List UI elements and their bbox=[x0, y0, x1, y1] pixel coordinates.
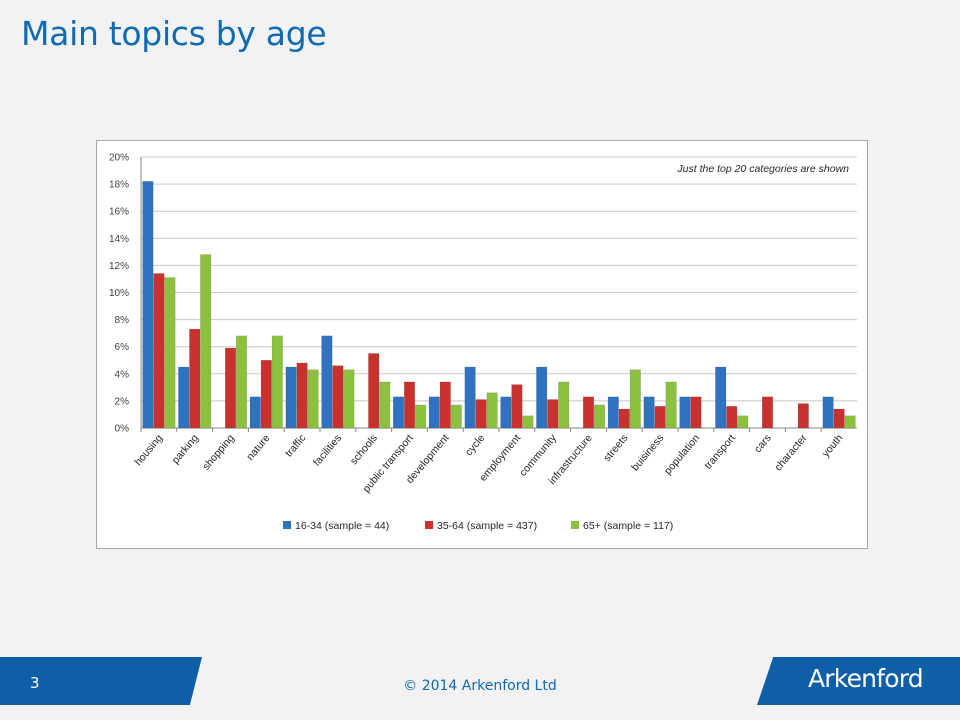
y-tick-label: 16% bbox=[109, 207, 129, 218]
bar-streets-series-3 bbox=[629, 369, 641, 429]
bar-employment-series-2 bbox=[511, 384, 523, 429]
x-tick-label: facilities bbox=[311, 432, 344, 468]
legend-swatch-series-3 bbox=[571, 521, 579, 529]
page-number: 3 bbox=[30, 674, 40, 692]
bar-community-series-1 bbox=[536, 366, 548, 429]
bar-traffic-series-3 bbox=[307, 369, 319, 429]
bar-population-series-1 bbox=[679, 396, 691, 429]
bar-cycle-series-1 bbox=[464, 366, 476, 429]
bar-infrastructure-series-3 bbox=[593, 404, 606, 429]
x-tick-label: schools bbox=[348, 432, 380, 467]
y-tick-label: 2% bbox=[115, 396, 130, 407]
x-tick-label: character bbox=[772, 432, 810, 474]
y-tick-label: 8% bbox=[115, 315, 130, 326]
legend-swatch-series-1 bbox=[283, 521, 291, 529]
bar-traffic-series-2 bbox=[296, 362, 308, 429]
x-tick-label: nature bbox=[244, 432, 272, 463]
y-tick-label: 20% bbox=[109, 153, 129, 164]
bar-schools-series-3 bbox=[379, 381, 391, 429]
bar-character-series-2 bbox=[797, 403, 809, 429]
x-tick-label: traffic bbox=[283, 432, 309, 459]
bar-buisiness-series-2 bbox=[654, 406, 666, 429]
bar-public-transport-series-1 bbox=[392, 396, 405, 429]
bar-schools-series-2 bbox=[368, 353, 380, 429]
x-tick-label: parking bbox=[170, 432, 201, 466]
bar-parking-series-1 bbox=[178, 366, 190, 429]
bar-shopping-series-2 bbox=[224, 347, 237, 429]
bar-housing-series-1 bbox=[142, 181, 154, 429]
bar-employment-series-3 bbox=[522, 415, 534, 429]
bar-employment-series-1 bbox=[500, 396, 512, 429]
bar-chart: 0% 2% 4% 6% 8% 10% 12% 14% 16% 18% 20% housing parki… bbox=[109, 153, 857, 532]
bar-buisiness-series-1 bbox=[643, 396, 655, 429]
bar-facilities-series-2 bbox=[332, 365, 344, 429]
bar-facilities-series-1 bbox=[321, 335, 333, 429]
y-tick-label: 4% bbox=[115, 369, 130, 380]
x-tick-label: population bbox=[662, 432, 702, 477]
y-tick-label: 6% bbox=[115, 342, 130, 353]
bar-shopping-series-3 bbox=[235, 335, 248, 429]
bar-development-series-1 bbox=[428, 396, 440, 429]
copyright-text: © 2014 Arkenford Ltd bbox=[403, 678, 557, 694]
bar-streets-series-1 bbox=[607, 396, 619, 429]
x-tick-label: youth bbox=[820, 432, 846, 460]
bar-nature-series-1 bbox=[249, 396, 261, 429]
bar-buisiness-series-3 bbox=[665, 381, 677, 429]
y-tick-label: 14% bbox=[109, 234, 129, 245]
bar-parking-series-3 bbox=[200, 254, 212, 429]
slide-title: Main topics by age bbox=[21, 14, 327, 53]
bar-development-series-3 bbox=[450, 404, 462, 429]
y-tick-label: 18% bbox=[109, 180, 129, 191]
y-tick-label: 10% bbox=[109, 288, 129, 299]
bar-streets-series-2 bbox=[618, 408, 630, 429]
bar-cycle-series-3 bbox=[486, 392, 498, 429]
x-tick-label: buisiness bbox=[629, 432, 666, 473]
x-tick-label: cycle bbox=[463, 432, 488, 458]
legend-swatch-series-2 bbox=[425, 521, 433, 529]
bar-facilities-series-3 bbox=[343, 369, 355, 429]
bar-cars-series-2 bbox=[761, 396, 774, 429]
bar-transport-series-2 bbox=[726, 406, 738, 429]
x-tick-label: cars bbox=[752, 432, 774, 455]
chart-annotation: Just the top 20 categories are shown bbox=[676, 163, 849, 175]
footer-band-right bbox=[757, 657, 960, 705]
bar-housing-series-2 bbox=[153, 273, 165, 429]
bar-nature-series-3 bbox=[271, 335, 283, 429]
y-tick-label: 12% bbox=[109, 261, 129, 272]
bar-transport-series-3 bbox=[737, 415, 749, 429]
footer-band-left bbox=[0, 657, 202, 705]
legend-label-series-2: 35-64 (sample = 437) bbox=[437, 520, 537, 532]
bar-infrastructure-series-2 bbox=[582, 396, 595, 429]
x-tick-label: shopping bbox=[200, 432, 237, 472]
bar-population-series-2 bbox=[690, 396, 702, 429]
x-tick-label: streets bbox=[601, 432, 630, 464]
bar-housing-series-3 bbox=[164, 277, 176, 429]
legend-label-series-1: 16-34 (sample = 44) bbox=[295, 520, 389, 532]
bar-public-transport-series-3 bbox=[414, 404, 427, 429]
bar-community-series-3 bbox=[558, 381, 570, 429]
bar-cycle-series-2 bbox=[475, 399, 487, 429]
bar-development-series-2 bbox=[439, 381, 451, 429]
bar-traffic-series-1 bbox=[285, 366, 297, 429]
x-tick-label: transport bbox=[702, 432, 738, 472]
bar-public-transport-series-2 bbox=[403, 381, 416, 429]
bar-community-series-2 bbox=[547, 399, 559, 429]
bar-youth-series-2 bbox=[833, 408, 845, 429]
x-tick-label: housing bbox=[132, 432, 165, 468]
brand-logo: Arkenford bbox=[808, 664, 924, 693]
bar-transport-series-1 bbox=[715, 366, 727, 429]
bar-youth-series-1 bbox=[822, 396, 834, 429]
y-tick-label: 0% bbox=[115, 424, 130, 435]
legend-label-series-3: 65+ (sample = 117) bbox=[583, 520, 673, 532]
bar-parking-series-2 bbox=[189, 328, 201, 429]
bar-youth-series-3 bbox=[844, 415, 856, 429]
bar-nature-series-2 bbox=[260, 359, 272, 429]
chart-frame: 0% 2% 4% 6% 8% 10% 12% 14% 16% 18% 20% housing parki… bbox=[96, 140, 868, 549]
